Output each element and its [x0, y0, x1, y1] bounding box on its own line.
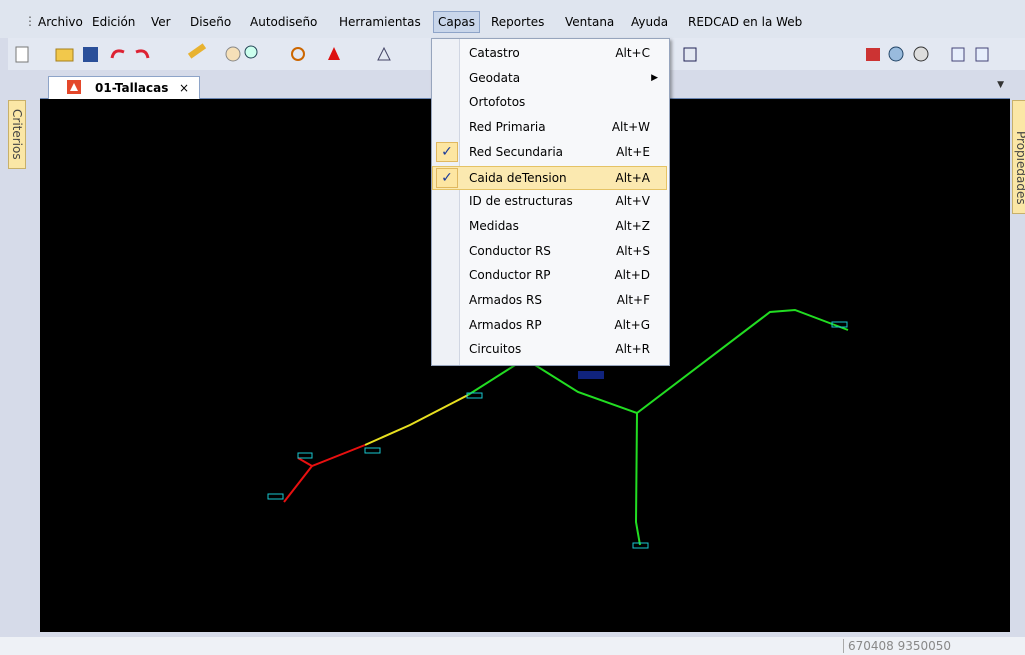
option-shortcut: Alt+C — [615, 46, 650, 60]
option-label: Armados RS — [469, 293, 542, 307]
menu-option[interactable]: ID de estructuras Alt+V — [433, 190, 666, 212]
option-label: ID de estructuras — [469, 194, 573, 209]
option-label: Armados RP — [469, 317, 542, 332]
menu-item[interactable]: Reportes — [491, 15, 545, 29]
node-label — [297, 452, 313, 459]
option-label: Geodata — [469, 70, 521, 85]
menu-gutter — [432, 39, 460, 365]
option-label: Red Primaria — [469, 120, 546, 135]
option-shortcut: Alt+V — [615, 194, 650, 209]
menu-item[interactable]: Autodiseño — [250, 15, 318, 29]
option-shortcut: Alt+A — [615, 170, 650, 185]
node-label — [632, 542, 649, 549]
node-label — [267, 493, 284, 500]
network-drawing — [267, 308, 849, 549]
menu-option[interactable]: Geodata ▶ — [433, 67, 666, 89]
line-red — [283, 465, 313, 503]
menu-option[interactable]: ✓ Caida deTension Alt+A — [432, 165, 667, 190]
menu-option[interactable]: Catastro Alt+C — [433, 42, 666, 64]
menu-item[interactable]: Herramientas — [339, 15, 421, 29]
menu-item[interactable]: Archivo — [38, 15, 83, 29]
menu-option[interactable]: Conductor RS Alt+S — [433, 240, 666, 262]
tab-close[interactable]: × — [179, 81, 190, 95]
menu-option[interactable]: Armados RP Alt+G — [433, 314, 666, 336]
annotation — [578, 371, 604, 379]
option-label: Conductor RS — [469, 243, 551, 258]
node-label — [364, 447, 381, 454]
option-label: Ortofotos — [469, 95, 526, 110]
coordinates: 670408 9350050 — [843, 639, 951, 653]
grip: ⋮ — [24, 14, 36, 28]
option-label: Medidas — [469, 218, 519, 233]
dropdown-menu: Catastro Alt+C Geodata ▶ Ortofotos Red Primar… — [431, 38, 670, 366]
document-tab[interactable]: 01-Tallacas × — [48, 76, 200, 99]
tab-dropdown[interactable]: ▼ — [997, 80, 1004, 90]
menu-option[interactable]: Circuitos Alt+R — [433, 338, 666, 360]
menu-item[interactable]: REDCAD en la Web — [688, 15, 803, 29]
line-green — [467, 361, 521, 396]
option-shortcut: Alt+F — [616, 293, 650, 307]
option-shortcut: Alt+W — [611, 120, 650, 135]
menu-item[interactable]: Edición — [92, 15, 136, 29]
option-label: Red Secundaria — [469, 144, 564, 159]
submenu-arrow: ▶ — [651, 72, 658, 83]
menu-option[interactable]: Conductor RP Alt+D — [433, 264, 666, 286]
menu-item[interactable]: Diseño — [190, 15, 232, 29]
line-red — [297, 444, 366, 468]
option-shortcut: Alt+D — [614, 268, 650, 283]
toolbar-icons — [15, 43, 989, 63]
menu-item[interactable]: Capas — [433, 11, 480, 33]
line-yellow — [364, 394, 469, 446]
option-shortcut: Alt+G — [614, 317, 650, 332]
option-shortcut: Alt+S — [616, 243, 650, 258]
menu-bar: ⋮ Archivo Edición Ver Diseño Autodiseño Herram… — [0, 0, 1025, 38]
option-label: Catastro — [469, 46, 520, 60]
menu-option[interactable]: Armados RS Alt+F — [433, 289, 666, 311]
menu-option[interactable]: Ortofotos — [433, 91, 666, 113]
tab-title: 01-Tallacas — [95, 81, 169, 95]
line-green — [534, 308, 849, 415]
option-label: Caida deTension — [469, 170, 567, 185]
menu-option[interactable]: Red Primaria Alt+W — [433, 116, 666, 138]
line-green — [634, 412, 641, 546]
status-bar: 670408 9350050 — [0, 637, 1025, 655]
option-shortcut: Alt+Z — [615, 218, 650, 233]
menu-item[interactable]: Ver — [151, 15, 171, 29]
menu-option[interactable]: Medidas Alt+Z — [433, 215, 666, 237]
option-label: Conductor RP — [469, 268, 551, 283]
option-label: Circuitos — [469, 342, 522, 357]
check-mark: ✓ — [436, 141, 458, 162]
left-panel[interactable]: Criterios — [8, 100, 26, 169]
menu-option[interactable]: ✓ Red Secundaria Alt+E — [433, 141, 666, 163]
check-mark: ✓ — [436, 167, 458, 188]
tab-icon — [67, 80, 81, 94]
menu-item[interactable]: Ayuda — [631, 15, 669, 29]
menu-item[interactable]: Ventana — [565, 15, 615, 29]
node-label — [831, 321, 848, 328]
node-label — [466, 392, 483, 399]
option-shortcut: Alt+E — [616, 144, 650, 159]
right-panel[interactable]: Propiedades — [1012, 100, 1025, 214]
option-shortcut: Alt+R — [615, 342, 650, 357]
